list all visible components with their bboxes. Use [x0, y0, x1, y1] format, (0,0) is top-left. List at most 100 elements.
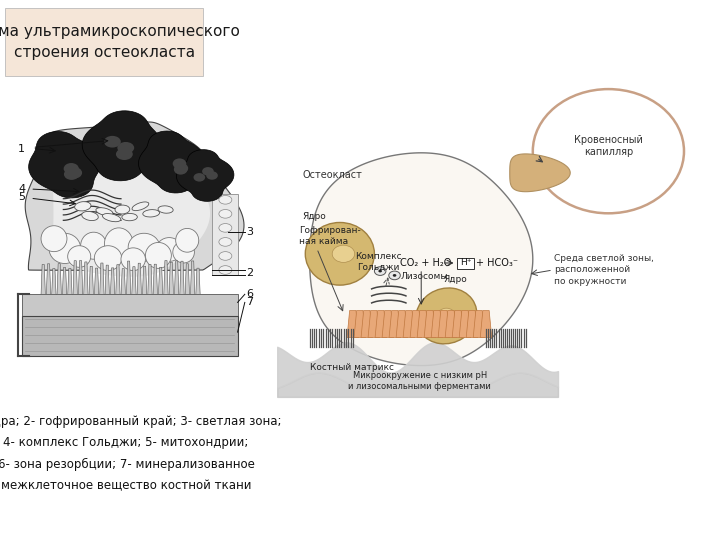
Text: Микроокружение с низким pH
и лизосомальными ферментами: Микроокружение с низким pH и лизосомальн… [348, 370, 491, 391]
Ellipse shape [121, 132, 138, 144]
Ellipse shape [219, 252, 232, 260]
Text: 6- зона резорбции; 7- минерализованное: 6- зона резорбции; 7- минерализованное [0, 458, 254, 471]
Ellipse shape [374, 267, 386, 275]
Polygon shape [467, 310, 478, 338]
Ellipse shape [203, 176, 215, 185]
Polygon shape [82, 111, 163, 181]
Polygon shape [445, 310, 456, 338]
Polygon shape [212, 194, 238, 275]
Text: 1: 1 [18, 144, 25, 153]
Ellipse shape [174, 159, 187, 170]
Ellipse shape [332, 245, 355, 262]
Polygon shape [431, 310, 443, 338]
Polygon shape [121, 268, 125, 294]
Ellipse shape [75, 201, 91, 211]
Text: Среда светлой зоны,
расположенной
по окружности: Среда светлой зоны, расположенной по окр… [554, 254, 654, 286]
Ellipse shape [104, 228, 133, 260]
Text: Комплекс
Гольджи: Комплекс Гольджи [355, 252, 401, 272]
Polygon shape [389, 310, 400, 338]
Polygon shape [191, 261, 195, 294]
Polygon shape [46, 264, 50, 294]
Ellipse shape [44, 154, 59, 166]
Ellipse shape [393, 274, 397, 276]
Ellipse shape [128, 233, 160, 261]
Polygon shape [354, 310, 366, 338]
Polygon shape [424, 310, 436, 338]
Text: 4- комплекс Гольджи; 5- митохондрии;: 4- комплекс Гольджи; 5- митохондрии; [4, 436, 248, 449]
Polygon shape [164, 260, 168, 294]
Polygon shape [153, 264, 158, 294]
Polygon shape [403, 310, 415, 338]
Polygon shape [57, 264, 61, 294]
Ellipse shape [200, 178, 212, 187]
Ellipse shape [389, 271, 400, 280]
Polygon shape [310, 153, 533, 366]
Ellipse shape [219, 224, 232, 232]
Ellipse shape [49, 233, 81, 264]
Polygon shape [375, 310, 387, 338]
Polygon shape [94, 268, 99, 294]
Ellipse shape [81, 212, 99, 220]
Ellipse shape [121, 248, 145, 271]
Text: Остеокласт: Остеокласт [302, 170, 362, 180]
Text: 5: 5 [18, 192, 25, 202]
Ellipse shape [158, 206, 173, 213]
Polygon shape [410, 310, 422, 338]
Text: 2: 2 [246, 268, 253, 278]
Text: межклеточное вещество костной ткани: межклеточное вещество костной ткани [1, 480, 251, 492]
Polygon shape [84, 262, 88, 294]
Ellipse shape [533, 89, 684, 213]
Polygon shape [22, 316, 238, 356]
Text: 3: 3 [246, 227, 253, 237]
Polygon shape [78, 261, 83, 294]
Polygon shape [480, 310, 492, 338]
Text: Костный матрикс: Костный матрикс [310, 363, 394, 372]
Text: 6: 6 [246, 289, 253, 299]
Ellipse shape [219, 238, 232, 246]
Ellipse shape [176, 228, 199, 252]
Ellipse shape [96, 208, 113, 215]
Ellipse shape [145, 242, 171, 268]
Polygon shape [473, 310, 485, 338]
Polygon shape [459, 310, 471, 338]
Polygon shape [63, 267, 67, 294]
Polygon shape [127, 261, 131, 294]
Polygon shape [143, 266, 147, 294]
Ellipse shape [219, 210, 232, 218]
Polygon shape [105, 265, 109, 294]
Polygon shape [25, 122, 244, 271]
Polygon shape [396, 310, 408, 338]
Polygon shape [22, 294, 238, 316]
Polygon shape [110, 268, 114, 294]
Polygon shape [169, 262, 174, 294]
Ellipse shape [176, 161, 190, 172]
Text: 1- ядра; 2- гофрированный край; 3- светлая зона;: 1- ядра; 2- гофрированный край; 3- светл… [0, 415, 282, 428]
Ellipse shape [115, 205, 130, 214]
Ellipse shape [102, 213, 121, 222]
Ellipse shape [203, 176, 215, 184]
Ellipse shape [143, 210, 160, 217]
Polygon shape [29, 132, 101, 198]
Polygon shape [417, 310, 428, 338]
Polygon shape [382, 310, 394, 338]
Polygon shape [100, 263, 104, 294]
Ellipse shape [156, 238, 182, 261]
Polygon shape [53, 150, 210, 276]
Ellipse shape [63, 152, 78, 163]
Ellipse shape [122, 213, 138, 221]
Ellipse shape [41, 226, 67, 252]
Text: 7: 7 [246, 298, 253, 307]
Polygon shape [185, 264, 189, 294]
Polygon shape [73, 261, 77, 294]
Polygon shape [174, 261, 179, 294]
Ellipse shape [69, 168, 84, 179]
Text: 4: 4 [18, 184, 25, 194]
Polygon shape [347, 310, 359, 338]
Ellipse shape [132, 202, 149, 211]
Polygon shape [176, 150, 234, 201]
Text: Лизосомы: Лизосомы [400, 272, 448, 281]
FancyBboxPatch shape [5, 8, 203, 76]
Polygon shape [89, 266, 94, 294]
Polygon shape [116, 265, 120, 294]
Text: H⁺: H⁺ [460, 259, 472, 267]
